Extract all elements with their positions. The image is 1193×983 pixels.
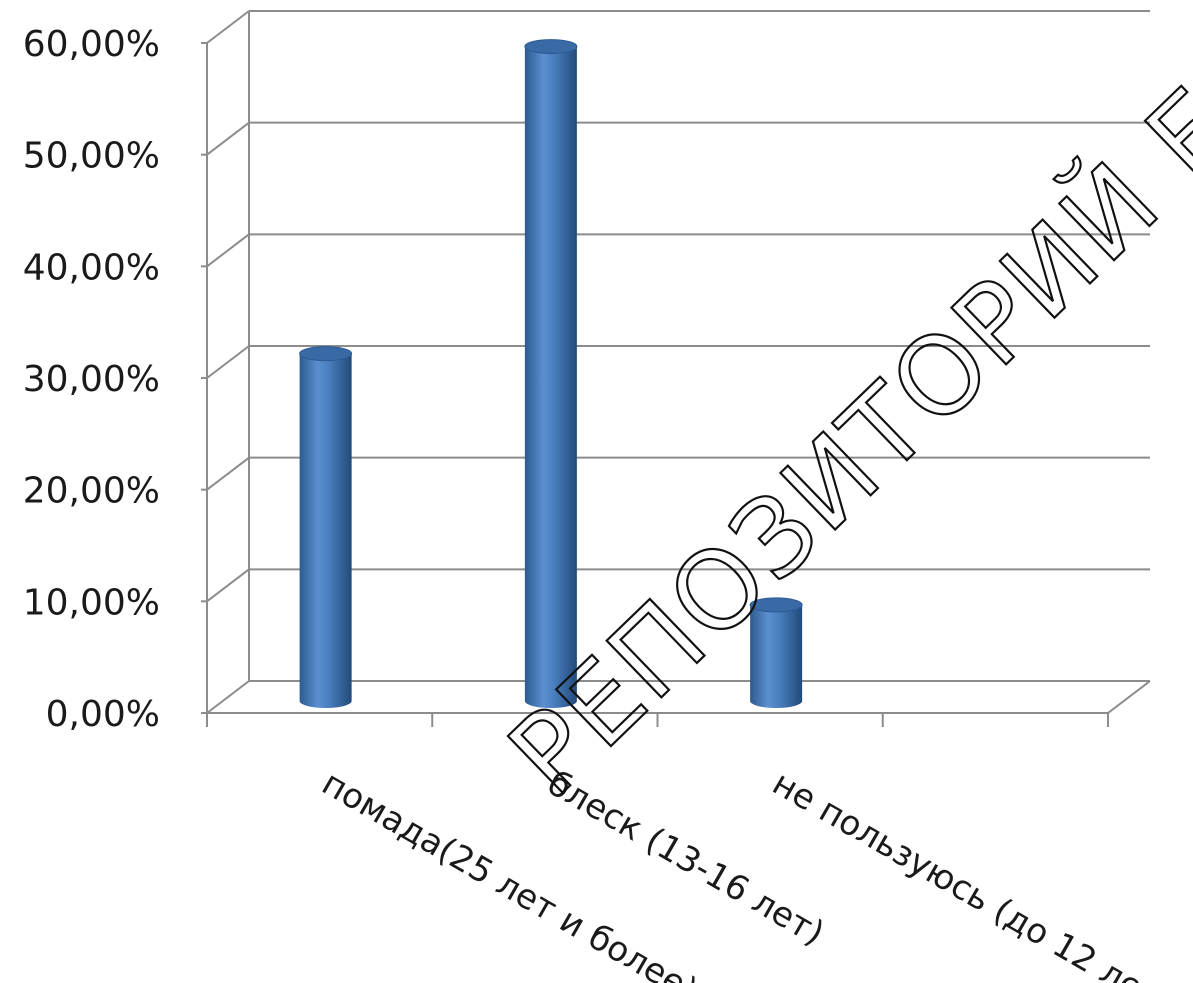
bar [299,346,353,708]
axes [201,11,1151,727]
ytick-label: 20,00% [23,471,160,512]
grid-diagonal [206,456,250,491]
ytick-label: 10,00% [23,582,160,623]
xtick-label: не пользуюсь (до 12 лет) [766,763,1179,983]
bars [299,39,803,709]
bar-top [749,597,803,613]
bar [749,597,803,708]
bar-top [524,39,578,55]
bar-body [299,353,352,708]
bar-body [524,46,577,709]
grid-diagonal [206,121,250,156]
grid-diagonal [206,345,250,379]
grid-diagonal [206,680,250,714]
ytick-label: 30,00% [23,359,160,400]
labels: 0,00% 10,00% 20,00% 30,00% 40,00% 50,00% 60,00… [23,24,1178,983]
ytick-label: 40,00% [23,247,160,288]
bar-top [299,346,353,362]
grid-diagonal [206,233,250,268]
grid-diagonal [206,568,250,603]
floor-right-edge [1107,680,1151,714]
bar-body [750,604,803,708]
bar [524,39,578,709]
ytick-label: 60,00% [23,24,160,65]
xtick-label: помада(25 лет и более) [315,763,704,983]
grid [206,10,1150,714]
ytick-label: 0,00% [46,694,160,735]
grid-diagonal [206,10,250,44]
ytick-label: 50,00% [23,136,160,177]
